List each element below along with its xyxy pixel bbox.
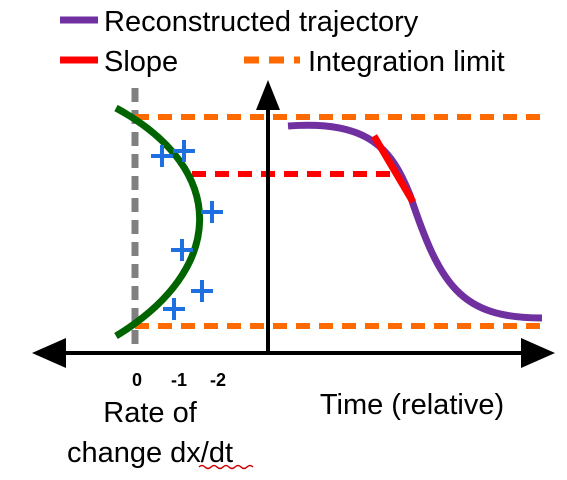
sample-point	[191, 280, 213, 302]
sample-point	[151, 145, 173, 167]
slope-tangent	[370, 134, 417, 204]
sample-point	[163, 298, 185, 320]
up-arrowhead	[256, 80, 280, 110]
rate-axis-title-line2: change dx/dt	[67, 437, 233, 469]
legend-label-integration-limit: Integration limit	[308, 46, 505, 78]
rate-axis-title-line1: Rate of	[103, 397, 197, 429]
left-arrowhead	[32, 338, 66, 368]
axes	[32, 80, 555, 368]
sample-point	[201, 201, 223, 223]
right-arrowhead	[521, 338, 555, 368]
legend-label-slope: Slope	[104, 46, 178, 78]
tick-label-minus1: -1	[171, 370, 187, 390]
legend-label-trajectory: Reconstructed trajectory	[104, 6, 419, 38]
tick-label-minus2: -2	[210, 370, 226, 390]
legend: Reconstructed trajectory Slope Integrati…	[60, 6, 505, 78]
sample-points	[151, 140, 223, 320]
sample-point	[173, 140, 195, 162]
sample-point	[171, 239, 193, 261]
tick-label-0: 0	[132, 370, 142, 390]
spellcheck-underline	[198, 464, 254, 470]
time-axis-title: Time (relative)	[320, 389, 504, 421]
reconstructed-trajectory	[287, 121, 543, 322]
rate-curve	[114, 104, 203, 339]
